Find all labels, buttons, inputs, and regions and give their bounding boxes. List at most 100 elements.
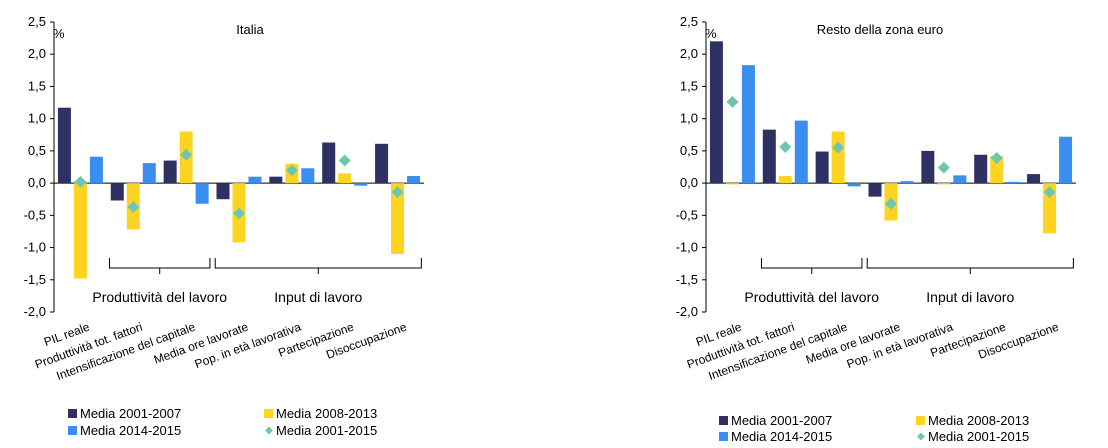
y-tick-label: 2,5 bbox=[28, 14, 46, 29]
bar-media-2001-2007-7 bbox=[375, 143, 389, 184]
group-label-2: Input di lavoro bbox=[926, 289, 1014, 305]
legend-swatch bbox=[916, 416, 925, 425]
bar-media-2014-2015-4 bbox=[248, 176, 262, 184]
group-bracket-2 bbox=[214, 258, 422, 274]
legend-swatch bbox=[719, 432, 728, 441]
y-tick-label: -1,5 bbox=[676, 272, 698, 287]
legend-label: Media 2008-2013 bbox=[928, 413, 1029, 428]
chart-panel-1: Italia% 2,5 2,0 1,5 1,0 0,5 0,0 -0,5 -1,0 -1,5 -2,… bbox=[24, 14, 424, 438]
marker-media-2001-2015-3 bbox=[180, 148, 193, 161]
legend-label: Media 2001-2007 bbox=[80, 406, 181, 421]
bar-media-2014-2015-7 bbox=[407, 176, 421, 184]
bar-media-2014-2015-2 bbox=[142, 163, 156, 184]
bar-media-2008-2013-5 bbox=[937, 183, 951, 185]
bar-media-2001-2007-1 bbox=[709, 41, 723, 184]
bar-media-2008-2013-7 bbox=[1043, 183, 1057, 234]
marker-media-2001-2015-6 bbox=[990, 151, 1003, 164]
legend-item-2: Media 2008-2013 bbox=[916, 413, 1029, 428]
bar-media-2008-2013-1 bbox=[725, 183, 739, 185]
marker-media-2001-2015-7 bbox=[1043, 186, 1056, 199]
bar-media-2008-2013-3 bbox=[831, 131, 845, 184]
y-tick-label: 1,0 bbox=[28, 111, 46, 126]
legend-label: Media 2014-2015 bbox=[731, 429, 832, 444]
bar-media-2014-2015-1 bbox=[89, 156, 103, 184]
bar-media-2014-2015-3 bbox=[847, 183, 861, 187]
bar-media-2001-2007-3 bbox=[815, 151, 829, 184]
marker-media-2001-2015-6 bbox=[338, 154, 351, 167]
bar-media-2014-2015-5 bbox=[953, 175, 967, 184]
y-tick-label: -0,5 bbox=[676, 207, 698, 222]
marker-media-2001-2015-5 bbox=[285, 164, 298, 177]
legend-swatch bbox=[917, 432, 925, 441]
group-bracket-2 bbox=[866, 258, 1074, 274]
y-tick-label: -2,0 bbox=[24, 304, 46, 319]
chart-title: Italia bbox=[236, 22, 264, 37]
marker-media-2001-2015-2 bbox=[127, 200, 140, 213]
bar-media-2014-2015-2 bbox=[794, 120, 808, 184]
y-tick-label: -1,0 bbox=[24, 240, 46, 255]
bar-media-2008-2013-1 bbox=[73, 183, 87, 279]
y-tick-label: -0,5 bbox=[24, 207, 46, 222]
legend-label: Media 2001-2007 bbox=[731, 413, 832, 428]
group-bracket-1 bbox=[109, 258, 211, 274]
group-bracket-1 bbox=[761, 258, 863, 274]
legend-item-4: Media 2001-2015 bbox=[917, 429, 1029, 444]
bar-media-2001-2007-4 bbox=[216, 183, 230, 200]
bar-media-2014-2015-7 bbox=[1059, 136, 1073, 184]
legend-item-3: Media 2014-2015 bbox=[68, 423, 181, 438]
y-tick-label: 2,0 bbox=[28, 46, 46, 61]
legend-item-1: Media 2001-2007 bbox=[68, 406, 181, 421]
y-tick-label: -1,5 bbox=[24, 272, 46, 287]
y-tick-label: 0,0 bbox=[28, 175, 46, 190]
marker-media-2001-2015-7 bbox=[391, 186, 404, 199]
bar-media-2014-2015-4 bbox=[900, 181, 914, 184]
y-tick-label: -2,0 bbox=[676, 304, 698, 319]
y-tick-label: 2,0 bbox=[680, 46, 698, 61]
bar-media-2014-2015-1 bbox=[741, 65, 755, 184]
group-label-2: Input di lavoro bbox=[274, 289, 362, 305]
bar-media-2001-2007-5 bbox=[921, 150, 935, 184]
marker-media-2001-2015-5 bbox=[937, 161, 950, 174]
bar-media-2001-2007-6 bbox=[974, 154, 988, 184]
marker-media-2001-2015-3 bbox=[832, 141, 845, 154]
bar-media-2014-2015-6 bbox=[354, 183, 368, 186]
group-label-1: Produttività del lavoro bbox=[744, 289, 879, 305]
legend-label: Media 2001-2015 bbox=[276, 423, 377, 438]
legend-swatch bbox=[68, 409, 77, 418]
bar-media-2001-2007-2 bbox=[762, 129, 776, 184]
bar-media-2001-2007-3 bbox=[163, 160, 177, 184]
marker-media-2001-2015-1 bbox=[726, 95, 739, 108]
y-tick-label: 2,5 bbox=[680, 14, 698, 29]
legend-item-2: Media 2008-2013 bbox=[264, 406, 377, 421]
group-label-1: Produttività del lavoro bbox=[92, 289, 227, 305]
bar-media-2001-2007-7 bbox=[1027, 174, 1041, 184]
legend-label: Media 2001-2015 bbox=[928, 429, 1029, 444]
legend-label: Media 2014-2015 bbox=[80, 423, 181, 438]
y-axis-unit-label: % bbox=[53, 26, 65, 41]
bar-media-2014-2015-5 bbox=[301, 168, 315, 184]
y-tick-label: 0,0 bbox=[680, 175, 698, 190]
chart-title: Resto della zona euro bbox=[817, 22, 943, 37]
y-tick-label: -1,0 bbox=[676, 240, 698, 255]
marker-media-2001-2015-4 bbox=[233, 207, 245, 220]
marker-media-2001-2015-1 bbox=[74, 175, 87, 188]
legend-item-4: Media 2001-2015 bbox=[265, 423, 377, 438]
y-tick-label: 0,5 bbox=[680, 143, 698, 158]
y-tick-label: 1,0 bbox=[680, 111, 698, 126]
bar-media-2001-2007-4 bbox=[868, 183, 882, 197]
y-tick-label: 1,5 bbox=[680, 78, 698, 93]
bar-media-2014-2015-3 bbox=[195, 183, 209, 204]
chart-panel-2: Resto della zona euro% 2,5 2,0 1,5 1,0 0,5 0,0… bbox=[676, 14, 1076, 444]
bar-media-2008-2013-6 bbox=[990, 156, 1004, 184]
y-axis-unit-label: % bbox=[705, 26, 717, 41]
legend-swatch bbox=[265, 426, 273, 435]
legend-label: Media 2008-2013 bbox=[276, 406, 377, 421]
bar-media-2001-2007-5 bbox=[269, 176, 283, 184]
legend-swatch bbox=[719, 416, 728, 425]
y-tick-label: 1,5 bbox=[28, 78, 46, 93]
bar-media-2001-2007-1 bbox=[57, 107, 71, 184]
bar-media-2014-2015-6 bbox=[1006, 181, 1020, 184]
marker-media-2001-2015-4 bbox=[885, 197, 897, 210]
marker-media-2001-2015-2 bbox=[779, 141, 792, 154]
